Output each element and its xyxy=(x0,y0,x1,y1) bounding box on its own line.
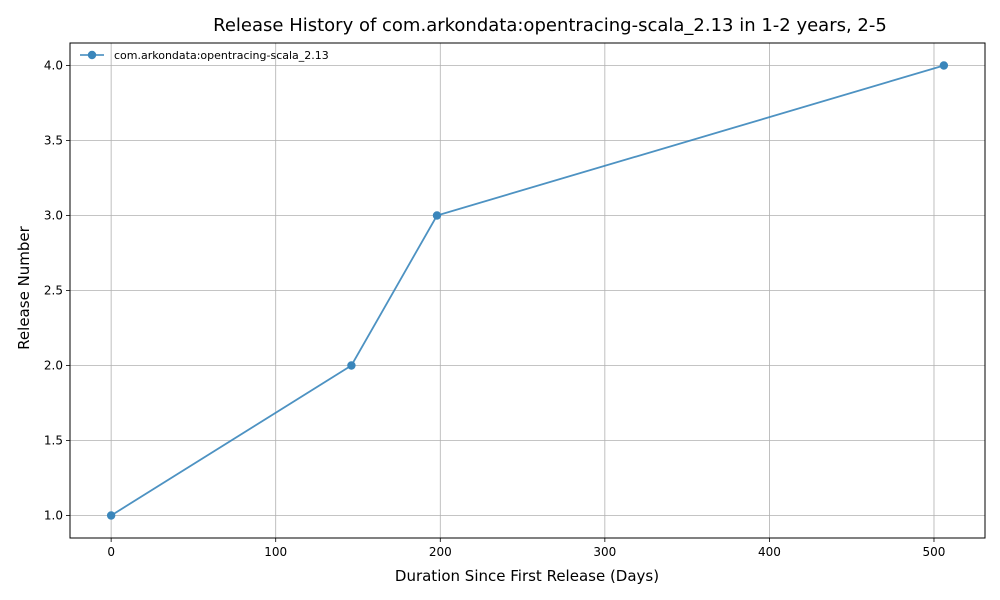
x-tick-label: 200 xyxy=(429,545,452,559)
data-point xyxy=(106,511,116,520)
y-tick-label: 1.0 xyxy=(44,509,63,523)
x-tick-label: 400 xyxy=(758,545,781,559)
y-tick-label: 4.0 xyxy=(44,59,63,73)
x-axis: 0 100 200 300 400 500 xyxy=(107,538,945,559)
y-tick-label: 3.5 xyxy=(44,134,63,148)
data-point xyxy=(347,361,356,370)
grid xyxy=(70,43,985,538)
y-axis-label: Release Number xyxy=(15,225,33,349)
chart-title: Release History of com.arkondata:opentra… xyxy=(213,15,887,36)
y-tick-label: 2.5 xyxy=(44,284,63,298)
y-tick-label: 2.0 xyxy=(44,359,63,373)
data-point xyxy=(939,61,949,70)
x-axis-label: Duration Since First Release (Days) xyxy=(395,567,659,585)
y-tick-label: 3.0 xyxy=(44,209,63,223)
data-point xyxy=(432,211,442,220)
series-line xyxy=(110,64,945,517)
y-axis: 1.0 1.5 2.0 2.5 3.0 3.5 4.0 xyxy=(44,59,70,523)
x-tick-label: 500 xyxy=(923,545,946,559)
x-tick-label: 0 xyxy=(107,545,115,559)
x-tick-label: 300 xyxy=(593,545,616,559)
legend-label: com.arkondata:opentracing-scala_2.13 xyxy=(114,49,329,62)
x-tick-label: 100 xyxy=(264,545,287,559)
y-tick-label: 1.5 xyxy=(44,434,63,448)
series-layer xyxy=(106,61,949,520)
legend: com.arkondata:opentracing-scala_2.13 xyxy=(80,49,329,62)
legend-marker xyxy=(87,50,97,60)
